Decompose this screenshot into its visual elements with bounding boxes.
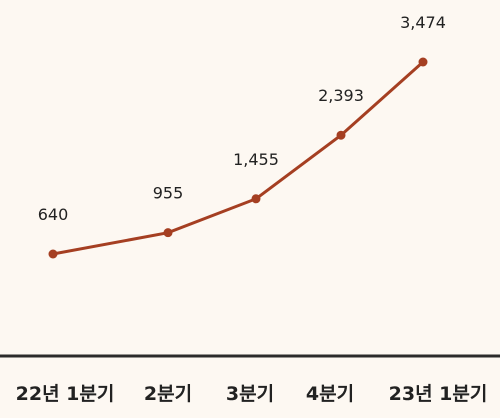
value-label: 2,393 (318, 86, 364, 105)
point (418, 57, 428, 67)
value-label: 640 (38, 205, 69, 224)
x-tick-label: 23년 1분기 (389, 383, 488, 405)
point (163, 228, 173, 238)
point (48, 249, 58, 259)
x-tick-label: 3분기 (226, 383, 274, 405)
value-label: 3,474 (400, 13, 446, 32)
value-label: 955 (153, 184, 184, 203)
point (336, 130, 346, 140)
point (251, 194, 261, 204)
x-tick-label: 2분기 (144, 383, 192, 405)
value-label: 1,455 (233, 150, 279, 169)
x-tick-label: 22년 1분기 (16, 383, 115, 405)
x-tick-label: 4분기 (306, 383, 354, 405)
